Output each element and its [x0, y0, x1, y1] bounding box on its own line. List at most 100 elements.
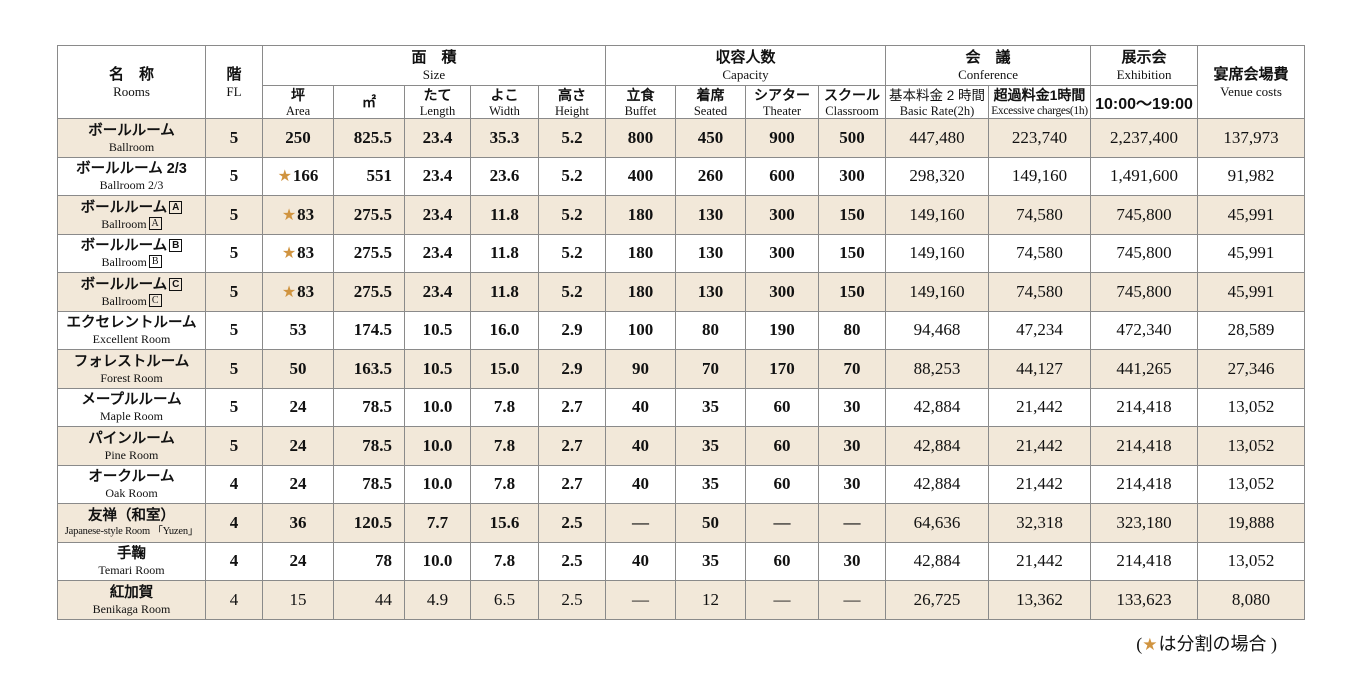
star-icon: ★: [281, 204, 297, 224]
area-sqm-cell: 275.5: [333, 195, 405, 235]
table-row: エクセレントルーム Excellent Room 5 53 174.5 10.5…: [57, 310, 1306, 350]
exhibition-cost-cell: 133,623: [1090, 580, 1199, 620]
area-tsubo-cell: ★83: [262, 272, 334, 312]
excess-charge-cell: 47,234: [988, 310, 1092, 350]
room-name-ja: ボールルーム A: [59, 199, 205, 217]
theater-cell: 60: [745, 387, 819, 427]
width-cell: 7.8: [470, 464, 539, 504]
header-floor-en: FL: [226, 83, 242, 99]
room-name-en: Pine Room: [104, 447, 159, 462]
table-row: メープルルーム Maple Room 5 24 78.5 10.0 7.8 2.…: [57, 387, 1306, 427]
theater-cell: 600: [745, 156, 819, 196]
room-name-ja: ボールルーム: [88, 122, 175, 139]
seated-cell: 130: [675, 195, 746, 235]
header-excess-charge: 超過料金1時間 Excessive charges(1h): [988, 85, 1092, 119]
theater-cell: 60: [745, 541, 819, 581]
area-sqm-cell: 174.5: [333, 310, 405, 350]
venue-cost-cell: 91,982: [1197, 156, 1306, 196]
room-name-cell: 紅加賀 Benikaga Room: [57, 580, 206, 620]
excess-charge-cell: 74,580: [988, 195, 1092, 235]
seated-cell: 70: [675, 349, 746, 389]
legend-text: は分割の場合 ): [1158, 634, 1278, 654]
room-name-en: Ballroom C: [59, 293, 205, 308]
seated-cell: 450: [675, 118, 746, 158]
room-name-cell: 手鞠 Temari Room: [57, 541, 206, 581]
theater-cell: —: [745, 580, 819, 620]
header-conference-ja: 会 議: [965, 49, 1011, 66]
width-cell: 11.8: [470, 272, 539, 312]
buffet-cell: 180: [605, 195, 676, 235]
header-width: よこ Width: [470, 85, 539, 119]
header-sqm: ㎡: [333, 85, 405, 119]
star-icon: ★: [1142, 635, 1158, 655]
classroom-cell: 30: [817, 387, 887, 427]
room-name-cell: エクセレントルーム Excellent Room: [57, 310, 206, 350]
width-cell: 11.8: [470, 195, 539, 235]
theater-cell: 300: [745, 272, 819, 312]
buffet-cell: 800: [605, 118, 676, 158]
width-cell: 23.6: [470, 156, 539, 196]
length-cell: 23.4: [404, 195, 471, 235]
theater-cell: —: [745, 503, 819, 543]
width-cell: 7.8: [470, 541, 539, 581]
header-theater-ja: シアター: [754, 86, 810, 103]
width-cell: 6.5: [470, 580, 539, 620]
length-cell: 23.4: [404, 272, 471, 312]
classroom-cell: —: [817, 503, 887, 543]
room-name-en: Oak Room: [105, 486, 158, 501]
venue-cost-cell: 27,346: [1197, 349, 1306, 389]
length-cell: 4.9: [404, 580, 471, 620]
area-sqm-cell: 825.5: [333, 118, 405, 158]
venue-cost-cell: 45,991: [1197, 195, 1306, 235]
boxed-letter: C: [148, 293, 162, 307]
header-conference-en: Conference: [958, 67, 1018, 82]
area-tsubo-cell: 50: [262, 349, 334, 389]
classroom-cell: 150: [817, 272, 887, 312]
seated-cell: 80: [675, 310, 746, 350]
floor-cell: 5: [205, 156, 263, 196]
rooms-table: 名 称 Rooms 階 FL 面 積 Size 収容人数 Capacity 会 …: [57, 45, 1306, 620]
height-cell: 2.9: [538, 310, 606, 350]
header-capacity-ja: 収容人数: [715, 49, 776, 66]
header-height-en: Height: [554, 103, 590, 118]
area-tsubo-cell: 24: [262, 426, 334, 466]
boxed-letter: C: [169, 277, 183, 291]
room-name-cell: ボールルーム A Ballroom A: [57, 195, 206, 235]
table-row: フォレストルーム Forest Room 5 50 163.5 10.5 15.…: [57, 349, 1306, 389]
exhibition-cost-cell: 441,265: [1090, 349, 1199, 389]
header-rooms: 名 称 Rooms: [57, 45, 206, 119]
area-tsubo-cell: 36: [262, 503, 334, 543]
classroom-cell: —: [817, 580, 887, 620]
seated-cell: 35: [675, 464, 746, 504]
table-row: 紅加賀 Benikaga Room 4 15 44 4.9 6.5 2.5 — …: [57, 580, 1306, 620]
header-excess-ja: 超過料金1時間: [993, 86, 1086, 103]
header-floor-ja: 階: [226, 65, 242, 83]
header-rooms-ja: 名 称: [108, 65, 154, 83]
excess-charge-cell: 21,442: [988, 541, 1092, 581]
room-name-cell: オークルーム Oak Room: [57, 464, 206, 504]
exhibition-cost-cell: 745,800: [1090, 233, 1199, 273]
excess-charge-cell: 149,160: [988, 156, 1092, 196]
table-row: 手鞠 Temari Room 4 24 78 10.0 7.8 2.5 40 3…: [57, 541, 1306, 581]
exhibition-cost-cell: 214,418: [1090, 541, 1199, 581]
height-cell: 2.5: [538, 503, 606, 543]
area-tsubo-cell: 24: [262, 464, 334, 504]
room-name-ja: ボールルーム B: [59, 237, 205, 255]
seated-cell: 260: [675, 156, 746, 196]
star-icon: ★: [277, 166, 292, 186]
buffet-cell: 400: [605, 156, 676, 196]
floor-cell: 5: [205, 272, 263, 312]
theater-cell: 60: [745, 426, 819, 466]
excess-charge-cell: 13,362: [988, 580, 1092, 620]
room-name-ja: 手鞠: [117, 546, 146, 563]
excess-charge-cell: 32,318: [988, 503, 1092, 543]
basic-rate-cell: 298,320: [885, 156, 990, 196]
venue-cost-cell: 45,991: [1197, 233, 1306, 273]
header-capacity-group: 収容人数 Capacity: [604, 45, 887, 86]
height-cell: 5.2: [538, 272, 606, 312]
header-buffet: 立食 Buffet: [605, 85, 676, 119]
floor-cell: 5: [205, 118, 263, 158]
room-name-ja: ボールルーム C: [59, 276, 205, 294]
width-cell: 7.8: [470, 387, 539, 427]
table-row: ボールルーム B Ballroom B 5 ★83 275.5 23.4 11.8 …: [57, 233, 1306, 273]
